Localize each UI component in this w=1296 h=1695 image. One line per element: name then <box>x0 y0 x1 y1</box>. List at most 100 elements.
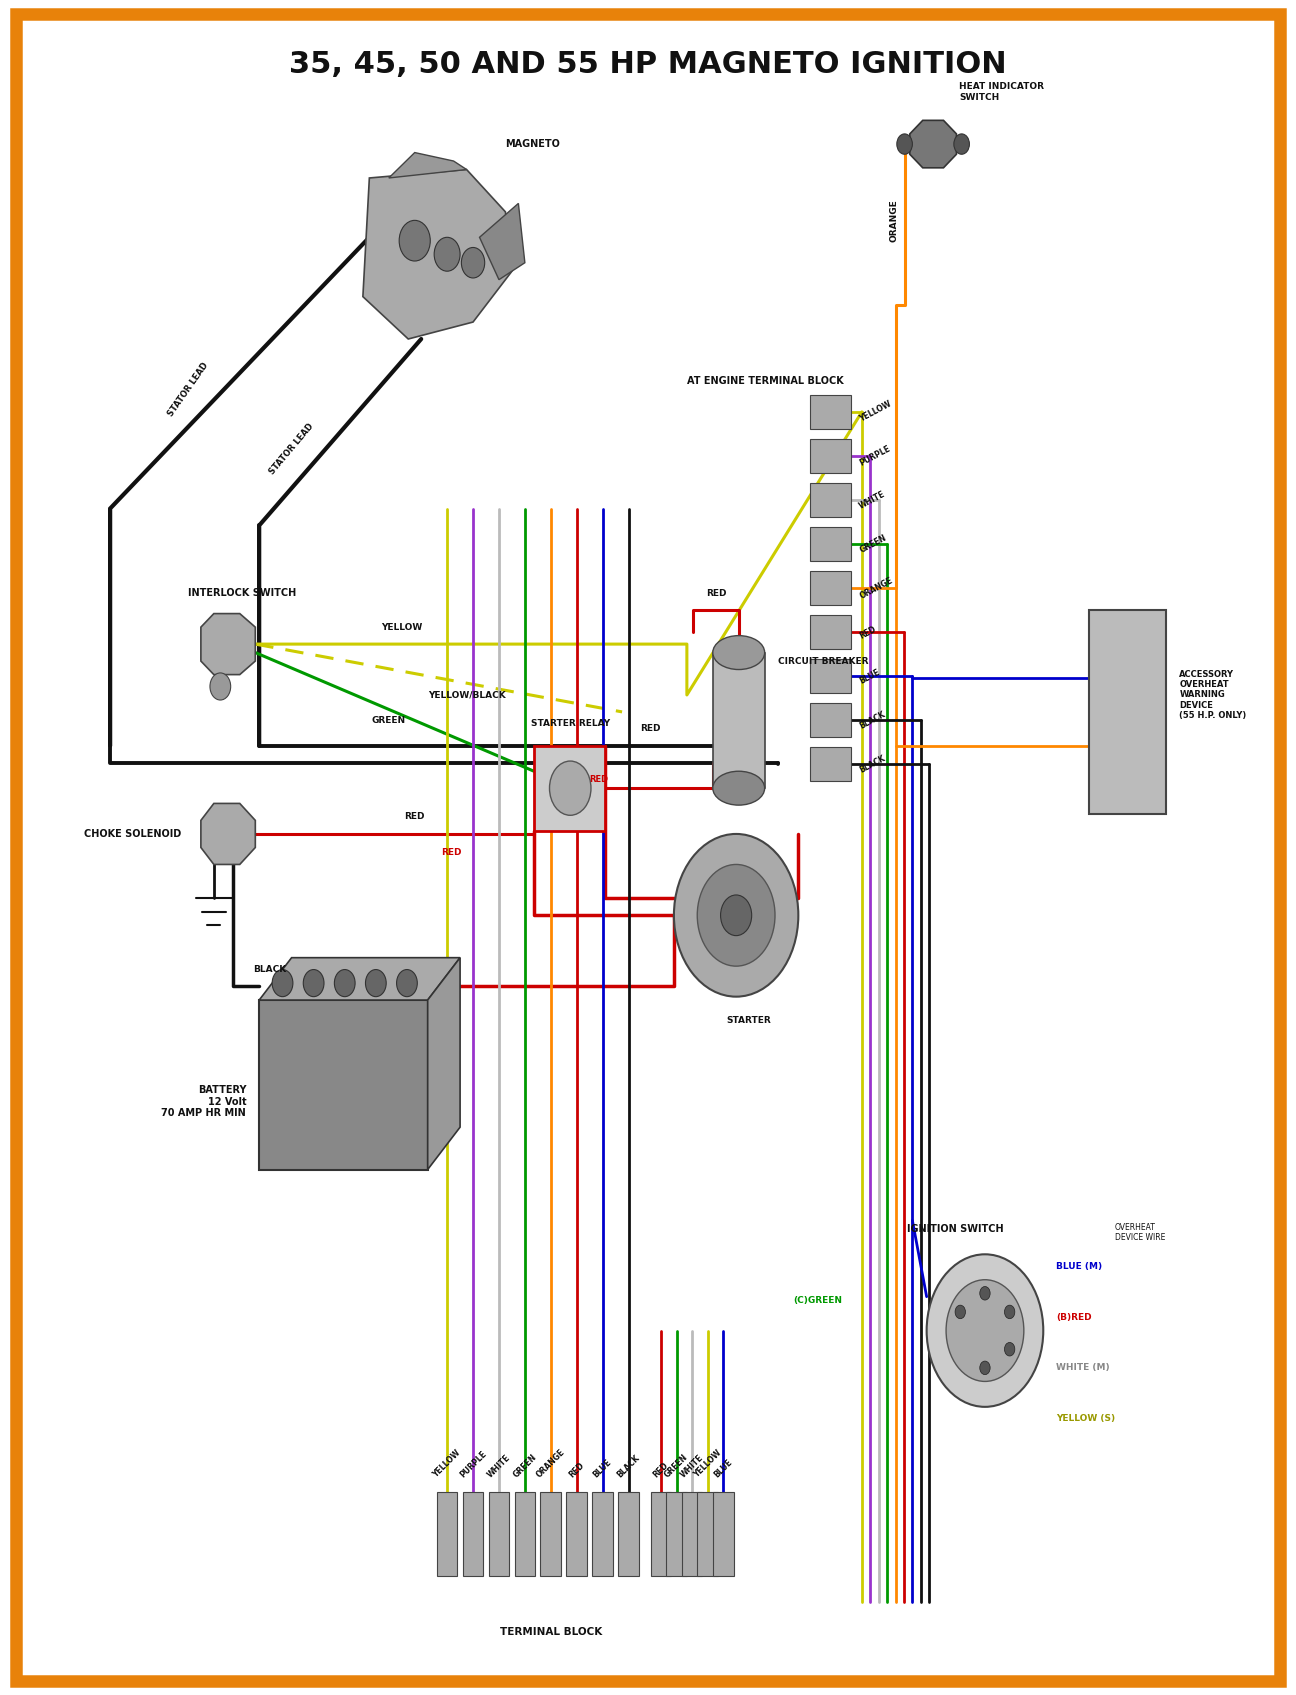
Text: YELLOW: YELLOW <box>381 622 422 632</box>
Text: YELLOW: YELLOW <box>432 1449 463 1480</box>
Text: RED: RED <box>590 775 609 785</box>
Bar <box>618 1492 639 1576</box>
Bar <box>534 746 605 831</box>
Text: BLUE: BLUE <box>592 1458 613 1480</box>
Text: INTERLOCK SWITCH: INTERLOCK SWITCH <box>188 588 297 598</box>
Text: 35, 45, 50 AND 55 HP MAGNETO IGNITION: 35, 45, 50 AND 55 HP MAGNETO IGNITION <box>289 49 1007 80</box>
Circle shape <box>399 220 430 261</box>
Bar <box>259 1000 428 1170</box>
Text: BLACK: BLACK <box>253 964 286 975</box>
Bar <box>810 659 851 693</box>
Bar <box>713 1492 734 1576</box>
Bar <box>666 1492 687 1576</box>
Polygon shape <box>428 958 460 1170</box>
Bar <box>592 1492 613 1576</box>
Circle shape <box>954 134 969 154</box>
Bar <box>713 653 765 788</box>
Text: WHITE: WHITE <box>486 1453 512 1480</box>
Bar <box>437 1492 457 1576</box>
Text: GREEN: GREEN <box>512 1453 538 1480</box>
Bar <box>810 571 851 605</box>
Bar <box>697 1492 718 1576</box>
Bar <box>540 1492 561 1576</box>
Text: RED: RED <box>441 848 461 858</box>
Text: RED: RED <box>652 1461 670 1480</box>
Circle shape <box>272 970 293 997</box>
Bar <box>463 1492 483 1576</box>
Text: RED: RED <box>706 588 727 598</box>
Bar <box>515 1492 535 1576</box>
Text: BLACK: BLACK <box>858 710 886 731</box>
Circle shape <box>365 970 386 997</box>
Circle shape <box>946 1280 1024 1381</box>
Text: MAGNETO: MAGNETO <box>505 139 560 149</box>
Text: ACCESSORY
OVERHEAT
WARNING
DEVICE
(55 H.P. ONLY): ACCESSORY OVERHEAT WARNING DEVICE (55 H.… <box>1179 670 1247 720</box>
Bar <box>810 483 851 517</box>
Circle shape <box>1004 1305 1015 1319</box>
Text: WHITE: WHITE <box>679 1453 705 1480</box>
Bar <box>682 1492 702 1576</box>
Text: STATOR LEAD: STATOR LEAD <box>268 422 315 476</box>
Text: (B)RED: (B)RED <box>1056 1312 1091 1322</box>
Text: GREEN: GREEN <box>664 1453 689 1480</box>
Text: ORANGE: ORANGE <box>890 198 898 242</box>
Text: TERMINAL BLOCK: TERMINAL BLOCK <box>500 1627 601 1637</box>
Text: RED: RED <box>568 1461 586 1480</box>
Circle shape <box>927 1254 1043 1407</box>
Circle shape <box>697 864 775 966</box>
Polygon shape <box>910 120 956 168</box>
Text: WHITE (M): WHITE (M) <box>1056 1363 1109 1373</box>
Text: OVERHEAT
DEVICE WIRE: OVERHEAT DEVICE WIRE <box>1115 1222 1165 1242</box>
Text: YELLOW: YELLOW <box>858 400 893 424</box>
Text: AT ENGINE TERMINAL BLOCK: AT ENGINE TERMINAL BLOCK <box>687 376 844 386</box>
Circle shape <box>334 970 355 997</box>
Text: BLUE: BLUE <box>713 1458 734 1480</box>
Text: PURPLE: PURPLE <box>457 1449 489 1480</box>
Text: CIRCUIT BREAKER: CIRCUIT BREAKER <box>778 656 868 666</box>
Circle shape <box>980 1361 990 1375</box>
Text: YELLOW: YELLOW <box>692 1449 723 1480</box>
Text: RED: RED <box>858 624 877 641</box>
Text: RED: RED <box>404 812 425 822</box>
Circle shape <box>980 1287 990 1300</box>
Text: GREEN: GREEN <box>372 715 406 725</box>
Text: GREEN: GREEN <box>858 534 888 554</box>
Circle shape <box>210 673 231 700</box>
Text: STARTER: STARTER <box>727 1015 771 1025</box>
Polygon shape <box>389 153 467 178</box>
Text: BLACK: BLACK <box>616 1454 642 1480</box>
Circle shape <box>397 970 417 997</box>
Text: ORANGE: ORANGE <box>535 1448 566 1480</box>
Text: STATOR LEAD: STATOR LEAD <box>166 361 210 419</box>
Text: WHITE: WHITE <box>858 490 888 510</box>
Text: YELLOW (S): YELLOW (S) <box>1056 1414 1116 1424</box>
Circle shape <box>550 761 591 815</box>
Text: RED: RED <box>640 724 661 734</box>
Bar <box>810 747 851 781</box>
Text: BLACK: BLACK <box>858 754 886 775</box>
Circle shape <box>955 1305 966 1319</box>
Text: PURPLE: PURPLE <box>858 444 892 468</box>
Bar <box>810 439 851 473</box>
Circle shape <box>303 970 324 997</box>
Bar <box>810 395 851 429</box>
Bar <box>810 615 851 649</box>
Circle shape <box>721 895 752 936</box>
Polygon shape <box>201 614 255 675</box>
Circle shape <box>897 134 912 154</box>
Text: BLUE (M): BLUE (M) <box>1056 1261 1103 1271</box>
Text: CHOKE SOLENOID: CHOKE SOLENOID <box>84 829 181 839</box>
Bar <box>810 703 851 737</box>
Text: IGNITION SWITCH: IGNITION SWITCH <box>907 1224 1004 1234</box>
Polygon shape <box>363 170 512 339</box>
Polygon shape <box>480 203 525 280</box>
Bar <box>1089 610 1166 814</box>
Text: BATTERY
12 Volt
70 AMP HR MIN: BATTERY 12 Volt 70 AMP HR MIN <box>162 1085 246 1119</box>
Text: HEAT INDICATOR
SWITCH: HEAT INDICATOR SWITCH <box>959 83 1045 102</box>
Text: BLUE: BLUE <box>858 668 881 685</box>
Text: (C)GREEN: (C)GREEN <box>793 1295 842 1305</box>
Circle shape <box>434 237 460 271</box>
Text: ORANGE: ORANGE <box>858 576 894 600</box>
Text: STARTER RELAY: STARTER RELAY <box>530 719 610 729</box>
Bar <box>810 527 851 561</box>
